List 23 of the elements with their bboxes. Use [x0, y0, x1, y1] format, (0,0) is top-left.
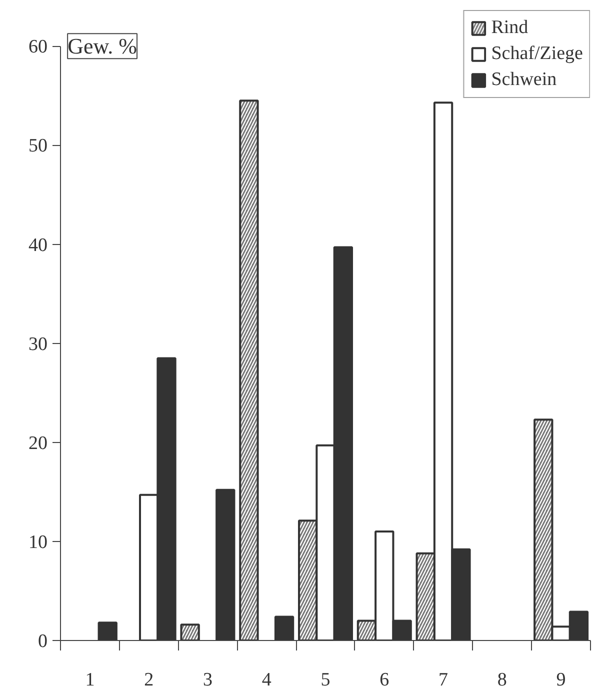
x-tick-label: 1	[85, 670, 95, 690]
x-tick-label: 4	[262, 670, 272, 690]
y-tick-label: 60	[28, 36, 48, 58]
y-tick-label: 50	[28, 136, 48, 157]
x-tick-label: 6	[380, 670, 390, 690]
x-tick-label: 7	[438, 670, 448, 690]
x-tick-label: 2	[144, 670, 154, 690]
y-axis-title: Gew. %	[68, 34, 138, 59]
y-tick-label: 10	[28, 532, 48, 553]
x-tick-label: 8	[497, 670, 507, 690]
x-tick-label: 3	[202, 670, 212, 690]
legend-label: Schwein	[491, 69, 557, 91]
bar	[274, 616, 294, 640]
y-tick-label: 30	[28, 334, 48, 355]
y-tick-label: 0	[38, 631, 48, 652]
legend-label: Schaf/Ziege	[491, 43, 583, 65]
y-tick-label: 40	[28, 234, 48, 256]
legend-label: Rind	[491, 17, 528, 39]
y-tick-label: 20	[28, 432, 48, 454]
x-tick-label: 5	[320, 670, 330, 690]
bar	[216, 488, 236, 640]
bar	[98, 622, 118, 640]
x-tick-label: 9	[556, 670, 566, 690]
